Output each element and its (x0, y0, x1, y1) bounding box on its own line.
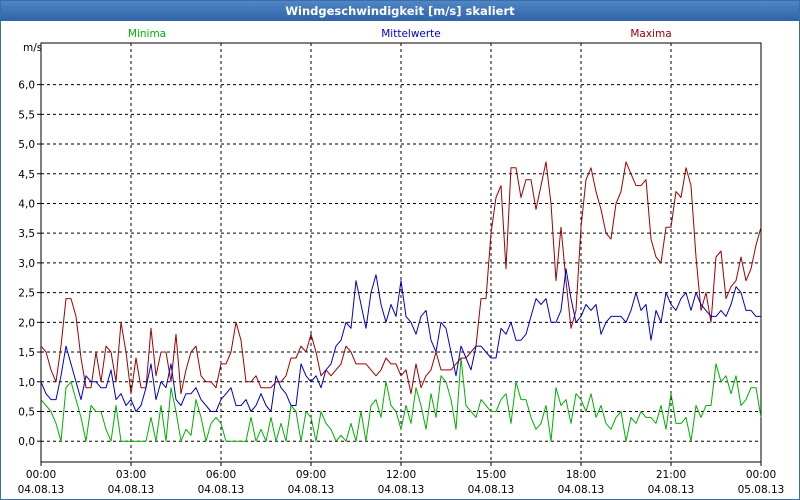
x-tick-time: 06:00 (206, 469, 236, 481)
y-tick-label: 5,0 (18, 139, 35, 151)
y-tick-label: 3,0 (18, 258, 35, 270)
y-tick-label: 1,5 (18, 347, 35, 359)
legend-entry-maxima: Maxima (630, 28, 671, 40)
x-tick-date: 04.08.13 (648, 484, 695, 496)
x-tick-date: 04.08.13 (108, 484, 155, 496)
x-tick-time: 12:00 (386, 469, 416, 481)
x-tick-date: 05.08.13 (738, 484, 785, 496)
y-tick-label: 2,0 (18, 317, 35, 329)
y-tick-label: 0,5 (18, 406, 35, 418)
y-tick-label: 3,5 (18, 228, 35, 240)
x-tick-date: 04.08.13 (558, 484, 605, 496)
y-tick-label: 5,5 (18, 109, 35, 121)
y-tick-label: 0,0 (18, 436, 35, 448)
series-lines (40, 161, 762, 442)
x-tick-time: 18:00 (566, 469, 596, 481)
series-line-maxima (40, 161, 762, 395)
y-tick-label: 4,5 (18, 169, 35, 181)
legend: Minima Mittelwerte Maxima (128, 28, 672, 40)
x-tick-time: 15:00 (476, 469, 506, 481)
y-tick-label: 1,0 (18, 377, 35, 389)
chart-plot: m/s 0,0 0,5 1,0 1,5 2,0 2,5 3,0 3,5 4,0 4,5 5,0 5,5… (18, 28, 785, 496)
y-unit-label: m/s (23, 42, 42, 54)
axis-labels: m/s 0,0 0,5 1,0 1,5 2,0 2,5 3,0 3,5 4,0 4,5 5,0 5,5… (18, 42, 785, 496)
x-tick-time: 00:00 (746, 469, 776, 481)
x-tick-time: 09:00 (296, 469, 326, 481)
legend-entry-minima: Minima (128, 28, 166, 40)
y-tick-label: 2,5 (18, 288, 35, 300)
series-line-mittelwerte (40, 268, 761, 412)
x-tick-date: 04.08.13 (468, 484, 515, 496)
x-tick-time: 00:00 (26, 469, 56, 481)
y-tick-label: 4,0 (18, 198, 35, 210)
x-tick-date: 04.08.13 (378, 484, 425, 496)
axes (37, 42, 762, 466)
grid (41, 43, 761, 462)
y-tick-label: 6,0 (18, 80, 35, 92)
x-tick-time: 03:00 (116, 469, 146, 481)
legend-entry-mittelwerte: Mittelwerte (381, 28, 441, 40)
x-tick-date: 04.08.13 (18, 484, 65, 496)
window-title: Windgeschwindigkeit [m/s] skaliert (1, 1, 799, 21)
x-tick-date: 04.08.13 (288, 484, 335, 496)
x-tick-time: 21:00 (656, 469, 686, 481)
series-line-minima (40, 357, 762, 442)
x-tick-date: 04.08.13 (198, 484, 245, 496)
